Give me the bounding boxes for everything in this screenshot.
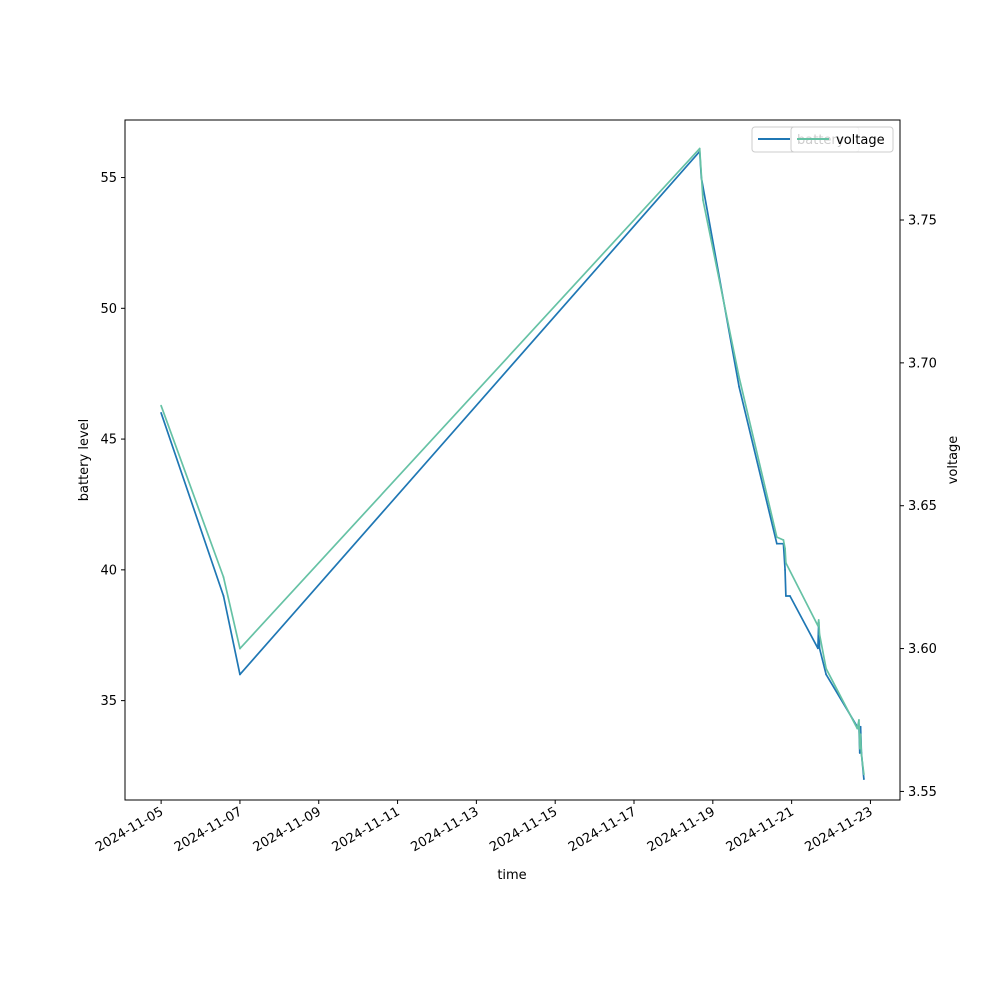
legend-voltage-label: voltage	[836, 133, 885, 148]
data-point-voltage-1	[222, 576, 225, 579]
data-point-battery-18	[859, 725, 862, 728]
left-tick-label-4: 55	[100, 171, 117, 186]
x-tick-label-5: 2024-11-15	[487, 804, 560, 855]
data-point-battery-11	[817, 647, 819, 650]
x-tick-label-8: 2024-11-21	[724, 804, 797, 855]
data-point-voltage-5	[738, 376, 740, 379]
data-point-voltage-16	[858, 747, 861, 750]
data-point-voltage-3	[698, 147, 701, 150]
plot-series	[160, 147, 865, 780]
legend-voltage: voltage	[790, 126, 894, 153]
x-tick-label-9: 2024-11-23	[803, 804, 876, 855]
x-tick-label-0: 2024-11-05	[93, 804, 166, 855]
data-point-voltage-7	[782, 539, 785, 541]
data-point-voltage-10	[817, 624, 819, 627]
x-axis-title: time	[497, 868, 526, 883]
data-point-voltage-15	[858, 719, 860, 721]
right-tick-label-4: 3.75	[908, 214, 937, 229]
right-axis-ticks: 3.55 3.60 3.65 3.70 3.75	[900, 214, 937, 800]
data-point-battery-14	[825, 673, 828, 676]
plot-frame	[124, 119, 901, 801]
data-point-voltage-11	[817, 619, 820, 621]
data-point-voltage-18	[860, 753, 863, 756]
x-tick-label-4: 2024-11-13	[408, 804, 481, 855]
right-axis-title: voltage	[946, 436, 961, 485]
data-point-battery-20	[862, 778, 865, 780]
right-tick-label-1: 3.60	[908, 642, 937, 657]
data-point-voltage-6	[775, 536, 778, 539]
x-tick-label-3: 2024-11-11	[330, 804, 403, 855]
right-tick-label-0: 3.55	[908, 785, 937, 800]
data-point-voltage-0	[160, 404, 163, 407]
data-point-battery-0	[160, 412, 163, 414]
left-tick-label-2: 45	[100, 433, 117, 448]
data-point-battery-10	[789, 595, 791, 597]
data-point-voltage-14	[856, 727, 859, 730]
left-tick-label-0: 35	[100, 694, 117, 709]
data-point-voltage-4	[702, 199, 704, 201]
series-line-voltage	[160, 147, 865, 775]
data-point-battery-2	[239, 673, 241, 676]
data-point-voltage-12	[818, 633, 821, 636]
x-tick-label-6: 2024-11-17	[566, 804, 639, 855]
data-point-battery-8	[784, 568, 786, 571]
data-point-voltage-9	[784, 561, 787, 564]
x-tick-label-2: 2024-11-09	[251, 804, 324, 855]
left-axis-title: battery level	[77, 419, 92, 502]
data-point-voltage-17	[859, 733, 862, 736]
left-tick-label-3: 50	[100, 302, 117, 317]
legend-voltage-frame	[790, 126, 894, 153]
data-point-voltage-13	[825, 667, 828, 670]
data-point-battery-13	[818, 647, 821, 650]
right-tick-label-2: 3.65	[908, 499, 937, 514]
data-point-battery-1	[222, 595, 225, 597]
series-line-battery	[160, 150, 865, 780]
data-point-battery-17	[858, 752, 861, 754]
data-point-voltage-2	[239, 647, 241, 650]
data-point-voltage-19	[862, 773, 865, 776]
data-point-voltage-8	[784, 547, 786, 550]
x-tick-label-1: 2024-11-07	[172, 804, 245, 855]
data-point-battery-6	[775, 542, 778, 545]
data-point-battery-9	[784, 595, 787, 597]
data-point-battery-5	[738, 385, 740, 388]
left-tick-label-1: 40	[100, 563, 117, 578]
x-tick-label-7: 2024-11-19	[645, 804, 718, 855]
left-axis-ticks: 35 40 45 50 55	[100, 171, 125, 709]
x-axis-ticks: 2024-11-05 2024-11-07 2024-11-09 2024-11-11…	[93, 800, 875, 855]
right-tick-label-3: 3.70	[908, 356, 937, 371]
